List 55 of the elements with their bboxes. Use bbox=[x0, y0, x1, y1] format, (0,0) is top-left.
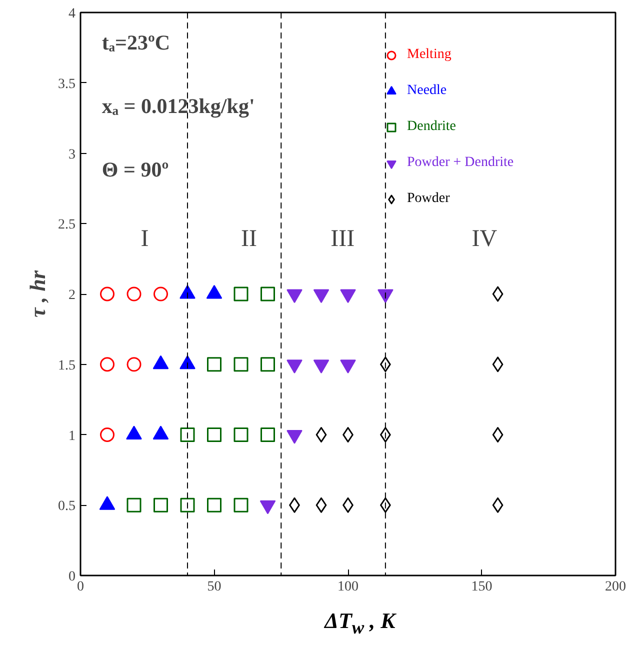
x-axis-title: ΔT$_{w}$ , K bbox=[324, 607, 396, 640]
point bbox=[126, 286, 142, 302]
annotation: II bbox=[241, 226, 258, 252]
y-tick-label: 1.5 bbox=[58, 358, 76, 374]
point bbox=[234, 428, 248, 442]
point bbox=[180, 428, 195, 442]
y-tick-label: 0 bbox=[68, 570, 76, 584]
point bbox=[207, 357, 222, 372]
point bbox=[492, 286, 504, 302]
x-tick-label: 200 bbox=[605, 580, 626, 594]
point bbox=[342, 427, 354, 442]
annotation: IV bbox=[472, 226, 498, 252]
point bbox=[380, 427, 391, 442]
legend-label: Powder bbox=[407, 191, 450, 207]
legend-label: Dendrite bbox=[407, 119, 456, 135]
x-tick-label: 50 bbox=[207, 580, 222, 594]
point bbox=[100, 428, 114, 442]
annotation: Θ = 90º bbox=[102, 157, 169, 182]
point bbox=[234, 357, 248, 372]
y-tick-label: 3.5 bbox=[58, 76, 76, 92]
y-tick-label: 0.5 bbox=[58, 499, 76, 514]
y-axis-title: τ , hr bbox=[25, 270, 50, 318]
point bbox=[234, 498, 248, 512]
point bbox=[260, 286, 275, 302]
point bbox=[207, 428, 222, 442]
point bbox=[126, 357, 142, 372]
point bbox=[492, 356, 504, 372]
annotation: III bbox=[330, 226, 355, 252]
annotation: tₐ=23ºC bbox=[102, 30, 170, 55]
y-tick-label: 4 bbox=[68, 6, 76, 22]
point bbox=[126, 498, 142, 512]
point bbox=[100, 286, 114, 302]
point bbox=[180, 498, 195, 512]
point bbox=[154, 498, 168, 512]
y-tick-label: 2 bbox=[68, 288, 76, 303]
legend-label: Powder + Dendrite bbox=[407, 155, 514, 171]
point bbox=[207, 498, 222, 512]
x-tick-label: 150 bbox=[471, 580, 492, 594]
y-tick-label: 1 bbox=[68, 428, 76, 444]
y-tick-label: 2.5 bbox=[58, 218, 76, 233]
point bbox=[492, 497, 504, 513]
annotation: xₐ = 0.0123kg/kg' bbox=[102, 94, 255, 118]
x-tick-label: 100 bbox=[338, 580, 358, 594]
point bbox=[154, 286, 168, 302]
point bbox=[234, 286, 248, 302]
legend-label: Needle bbox=[407, 83, 447, 99]
point bbox=[492, 427, 504, 442]
legend-label: Melting bbox=[407, 47, 452, 63]
point bbox=[260, 357, 275, 372]
point bbox=[316, 497, 327, 513]
point bbox=[260, 428, 275, 442]
annotation: I bbox=[140, 226, 149, 252]
point bbox=[316, 427, 327, 442]
point bbox=[100, 357, 114, 372]
y-tick-label: 3 bbox=[68, 147, 76, 162]
